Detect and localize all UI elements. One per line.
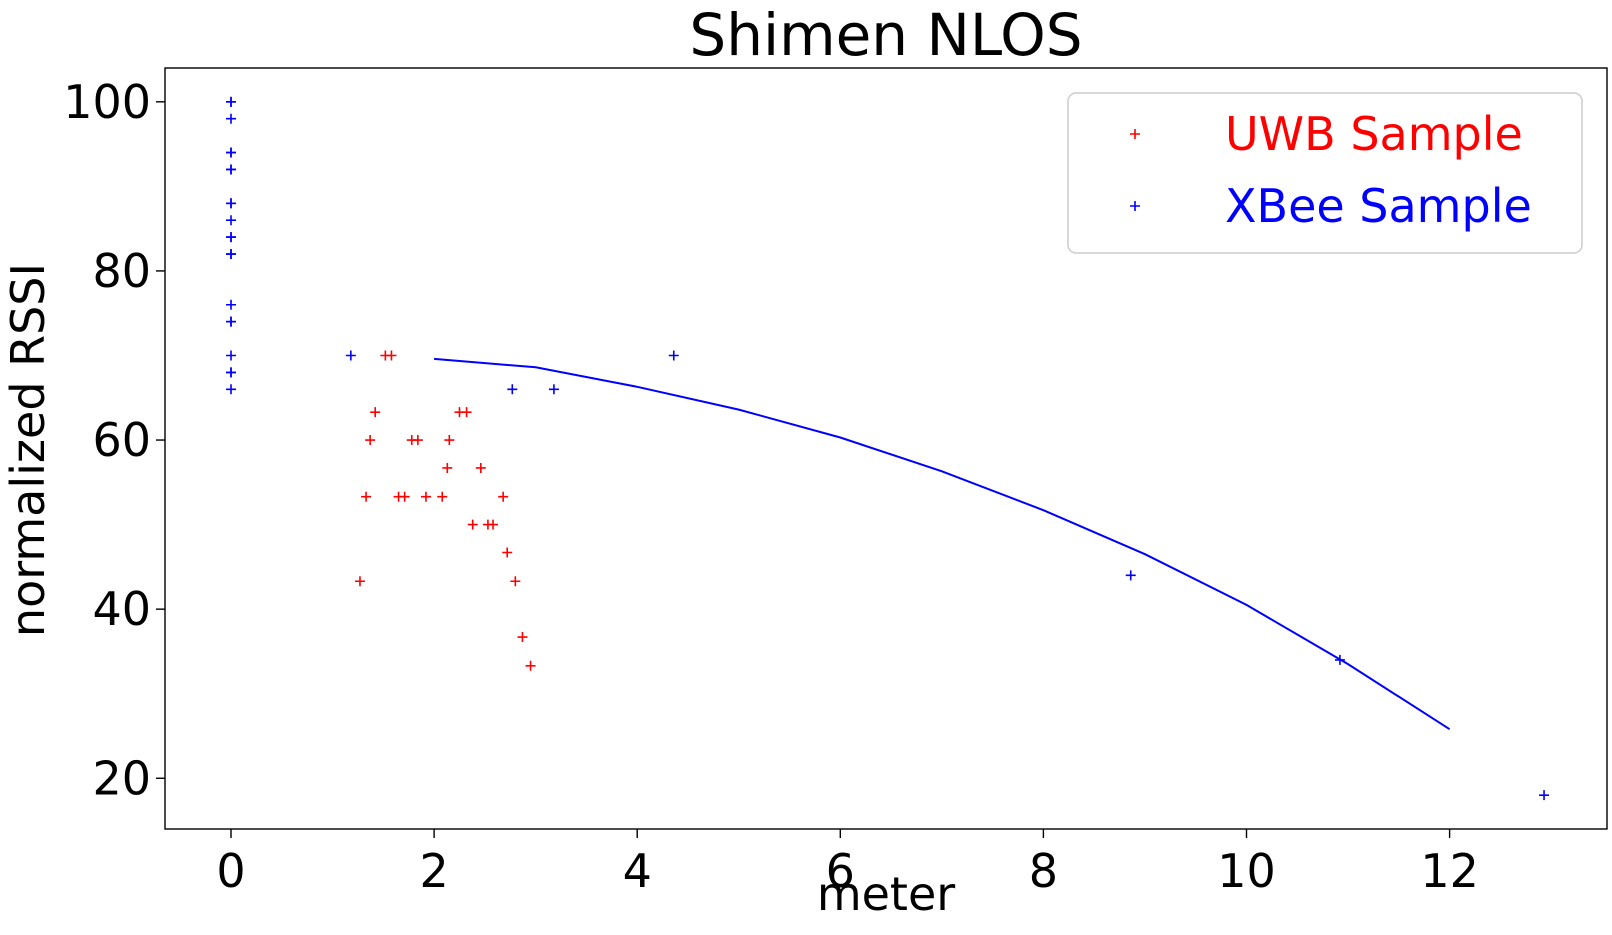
x-tick-label: 6 (826, 844, 855, 898)
data-point (226, 215, 237, 226)
x-tick-label: 8 (1029, 844, 1058, 898)
data-point (517, 632, 528, 643)
fit-curve (434, 357, 1451, 731)
data-point (502, 547, 513, 558)
data-point (226, 147, 237, 158)
data-point (354, 576, 365, 587)
data-point (226, 367, 237, 378)
data-point (361, 491, 372, 502)
chart-title: Shimen NLOS (689, 1, 1082, 69)
data-point (498, 491, 509, 502)
data-point (548, 384, 559, 395)
data-point (226, 350, 237, 361)
x-tick-label: 2 (419, 844, 448, 898)
legend: UWB Sample XBee Sample (1067, 92, 1583, 254)
data-point (226, 96, 237, 107)
x-tick-label: 4 (623, 844, 652, 898)
legend-label: XBee Sample (1225, 179, 1532, 233)
data-point (510, 576, 521, 587)
data-point (525, 660, 536, 671)
data-point (226, 384, 237, 395)
data-point (226, 232, 237, 243)
data-point (668, 350, 679, 361)
x-tick-label: 10 (1217, 844, 1276, 898)
data-point (345, 350, 356, 361)
data-point (399, 491, 410, 502)
data-point (444, 435, 455, 446)
legend-marker (1130, 129, 1140, 139)
data-point (226, 198, 237, 209)
x-axis-label: meter (817, 867, 955, 921)
legend-box (1067, 92, 1583, 254)
plot-area (164, 67, 1608, 830)
data-point (420, 491, 431, 502)
series-1 (226, 96, 1550, 801)
y-tick-label: 40 (92, 582, 151, 636)
y-tick-label: 80 (92, 244, 151, 298)
y-tick-label: 20 (92, 751, 151, 805)
data-point (370, 407, 381, 418)
legend-marker (1130, 201, 1140, 211)
data-point (412, 435, 423, 446)
series-2 (434, 357, 1451, 731)
data-series (226, 96, 1550, 801)
data-point (475, 462, 486, 473)
x-tick-label: 12 (1420, 844, 1479, 898)
axis-ticks: 0 2 4 6 8 10 12 20 40 60 80 100 (63, 75, 1479, 898)
legend-label: UWB Sample (1225, 107, 1523, 161)
y-tick-label: 60 (92, 413, 151, 467)
data-point (442, 462, 453, 473)
data-point (386, 350, 397, 361)
data-point (226, 249, 237, 260)
data-point (226, 316, 237, 327)
data-point (365, 435, 376, 446)
data-point (507, 384, 518, 395)
y-axis-label: normalized RSSI (1, 263, 55, 637)
data-point (467, 519, 478, 530)
data-point (461, 407, 472, 418)
x-tick-label: 0 (216, 844, 245, 898)
series-0 (354, 350, 536, 671)
data-point (226, 113, 237, 124)
data-point (1125, 570, 1136, 581)
data-point (1539, 790, 1550, 801)
data-point (226, 299, 237, 310)
data-point (226, 164, 237, 175)
data-point (437, 491, 448, 502)
data-point (488, 519, 499, 530)
y-tick-label: 100 (63, 75, 151, 129)
